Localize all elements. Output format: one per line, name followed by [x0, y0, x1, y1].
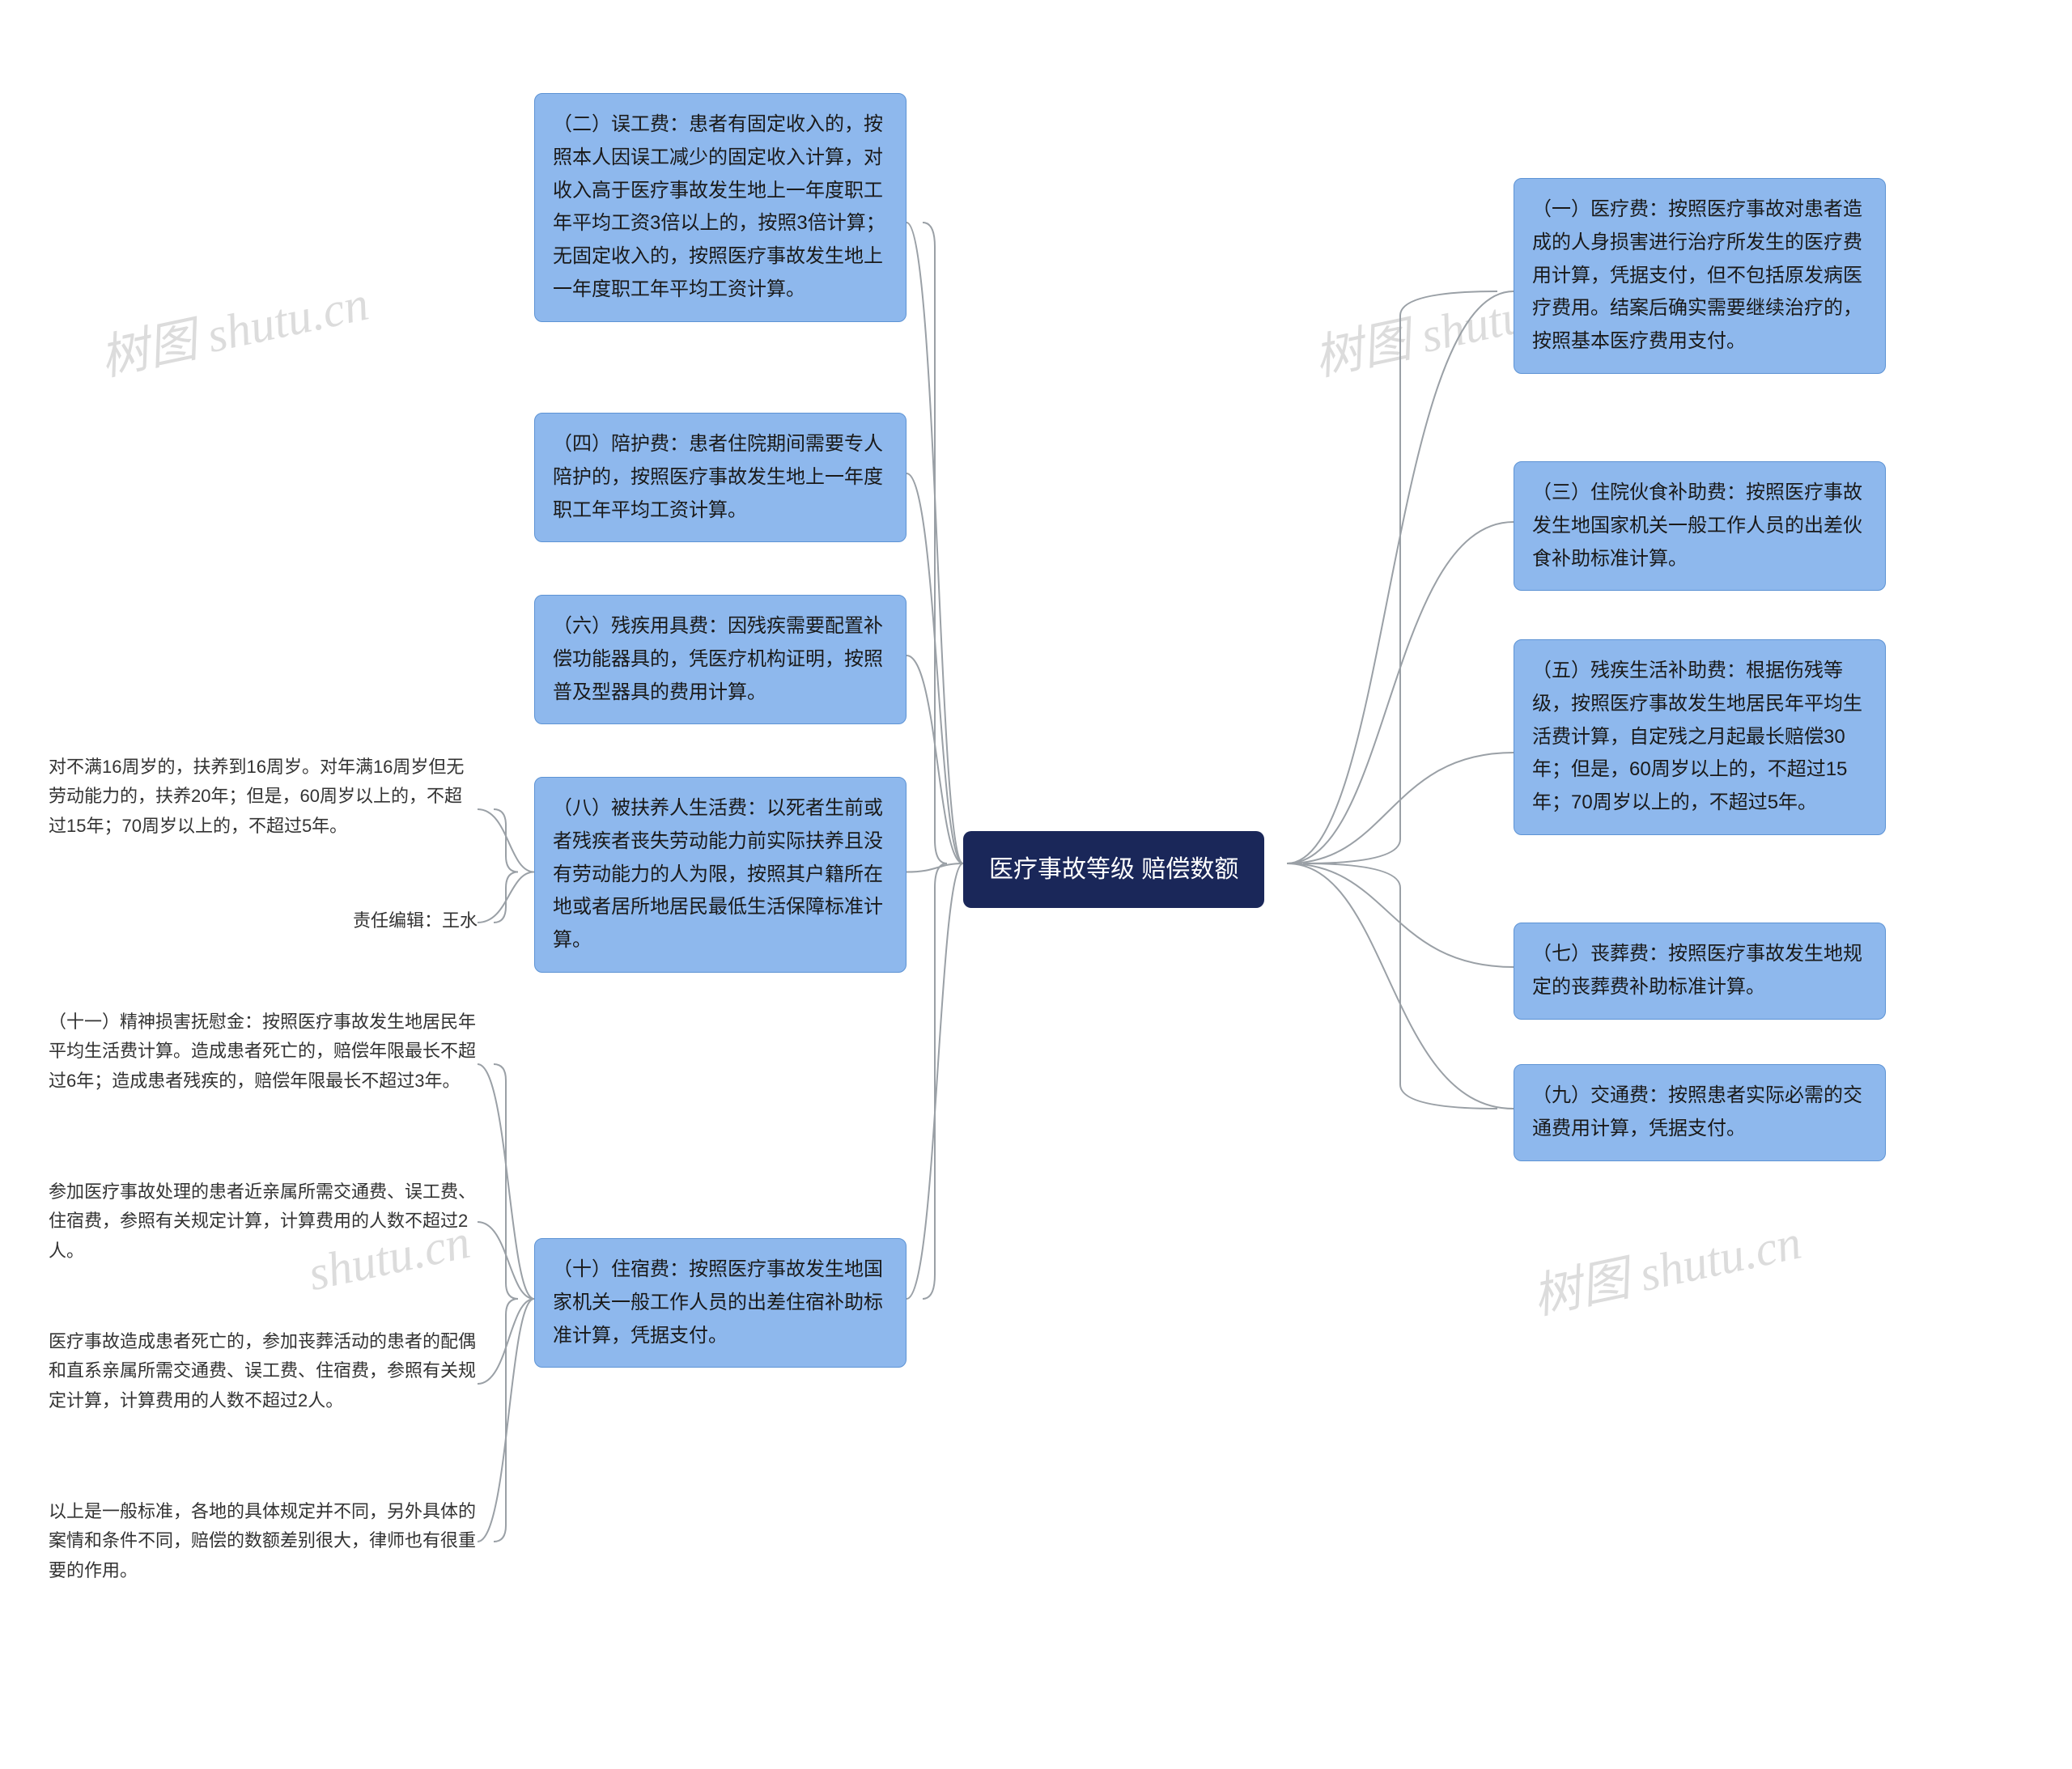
node-r1[interactable]: （一）医疗费：按照医疗事故对患者造成的人身损害进行治疗所发生的医疗费用计算，凭据…: [1514, 178, 1886, 374]
node-text: （三）住院伙食补助费：按照医疗事故发生地国家机关一般工作人员的出差伙食补助标准计…: [1532, 481, 1862, 570]
leaf-l10c[interactable]: 医疗事故造成患者死亡的，参加丧葬活动的患者的配偶和直系亲属所需交通费、误工费、住…: [49, 1327, 478, 1415]
node-text: （五）残疾生活补助费：根据伤残等级，按照医疗事故发生地居民年平均生活费计算，自定…: [1532, 660, 1862, 813]
leaf-text: 参加医疗事故处理的患者近亲属所需交通费、误工费、住宿费，参照有关规定计算，计算费…: [49, 1181, 476, 1261]
node-text: （二）误工费：患者有固定收入的，按照本人因误工减少的固定收入计算，对收入高于医疗…: [553, 113, 885, 300]
node-r3[interactable]: （三）住院伙食补助费：按照医疗事故发生地国家机关一般工作人员的出差伙食补助标准计…: [1514, 461, 1886, 591]
watermark: 树图 shutu.cn: [93, 264, 374, 389]
center-node[interactable]: 医疗事故等级 赔偿数额: [963, 831, 1264, 908]
leaf-text: 以上是一般标准，各地的具体规定并不同，另外具体的案情和条件不同，赔偿的数额差别很…: [49, 1501, 476, 1580]
node-text: （八）被扶养人生活费：以死者生前或者残疾者丧失劳动能力前实际扶养且没有劳动能力的…: [553, 797, 883, 951]
node-r9[interactable]: （九）交通费：按照患者实际必需的交通费用计算，凭据支付。: [1514, 1064, 1886, 1161]
node-l8[interactable]: （八）被扶养人生活费：以死者生前或者残疾者丧失劳动能力前实际扶养且没有劳动能力的…: [534, 777, 906, 973]
node-r5[interactable]: （五）残疾生活补助费：根据伤残等级，按照医疗事故发生地居民年平均生活费计算，自定…: [1514, 639, 1886, 835]
node-l2[interactable]: （二）误工费：患者有固定收入的，按照本人因误工减少的固定收入计算，对收入高于医疗…: [534, 93, 906, 322]
node-l10[interactable]: （十）住宿费：按照医疗事故发生地国家机关一般工作人员的出差住宿补助标准计算，凭据…: [534, 1238, 906, 1368]
node-text: （六）残疾用具费：因残疾需要配置补偿功能器具的，凭医疗机构证明，按照普及型器具的…: [553, 615, 883, 703]
leaf-text: 对不满16周岁的，扶养到16周岁。对年满16周岁但无劳动能力的，扶养20年；但是…: [49, 757, 464, 836]
node-text: （十）住宿费：按照医疗事故发生地国家机关一般工作人员的出差住宿补助标准计算，凭据…: [553, 1258, 883, 1347]
mindmap-canvas: 树图 shutu.cn 树图 shutu.cn shutu.cn 树图 shut…: [0, 0, 2072, 1769]
leaf-l10a[interactable]: （十一）精神损害抚慰金：按照医疗事故发生地居民年平均生活费计算。造成患者死亡的，…: [49, 1008, 478, 1096]
watermark: 树图 shutu.cn: [1526, 1203, 1807, 1328]
node-r7[interactable]: （七）丧葬费：按照医疗事故发生地规定的丧葬费补助标准计算。: [1514, 923, 1886, 1020]
leaf-text: 医疗事故造成患者死亡的，参加丧葬活动的患者的配偶和直系亲属所需交通费、误工费、住…: [49, 1331, 476, 1411]
leaf-l8a[interactable]: 对不满16周岁的，扶养到16周岁。对年满16周岁但无劳动能力的，扶养20年；但是…: [49, 753, 478, 841]
leaf-text: （十一）精神损害抚慰金：按照医疗事故发生地居民年平均生活费计算。造成患者死亡的，…: [49, 1012, 476, 1091]
node-text: （四）陪护费：患者住院期间需要专人陪护的，按照医疗事故发生地上一年度职工年平均工…: [553, 433, 883, 521]
node-l6[interactable]: （六）残疾用具费：因残疾需要配置补偿功能器具的，凭医疗机构证明，按照普及型器具的…: [534, 595, 906, 724]
leaf-l10b[interactable]: 参加医疗事故处理的患者近亲属所需交通费、误工费、住宿费，参照有关规定计算，计算费…: [49, 1177, 478, 1266]
center-label: 医疗事故等级 赔偿数额: [989, 856, 1238, 883]
leaf-l8b[interactable]: 责任编辑：王水: [283, 906, 478, 935]
node-text: （九）交通费：按照患者实际必需的交通费用计算，凭据支付。: [1532, 1084, 1862, 1139]
node-text: （七）丧葬费：按照医疗事故发生地规定的丧葬费补助标准计算。: [1532, 943, 1862, 998]
node-text: （一）医疗费：按照医疗事故对患者造成的人身损害进行治疗所发生的医疗费用计算，凭据…: [1532, 198, 1862, 352]
leaf-text: 责任编辑：王水: [353, 910, 478, 931]
node-l4[interactable]: （四）陪护费：患者住院期间需要专人陪护的，按照医疗事故发生地上一年度职工年平均工…: [534, 413, 906, 542]
leaf-l10d[interactable]: 以上是一般标准，各地的具体规定并不同，另外具体的案情和条件不同，赔偿的数额差别很…: [49, 1497, 478, 1585]
